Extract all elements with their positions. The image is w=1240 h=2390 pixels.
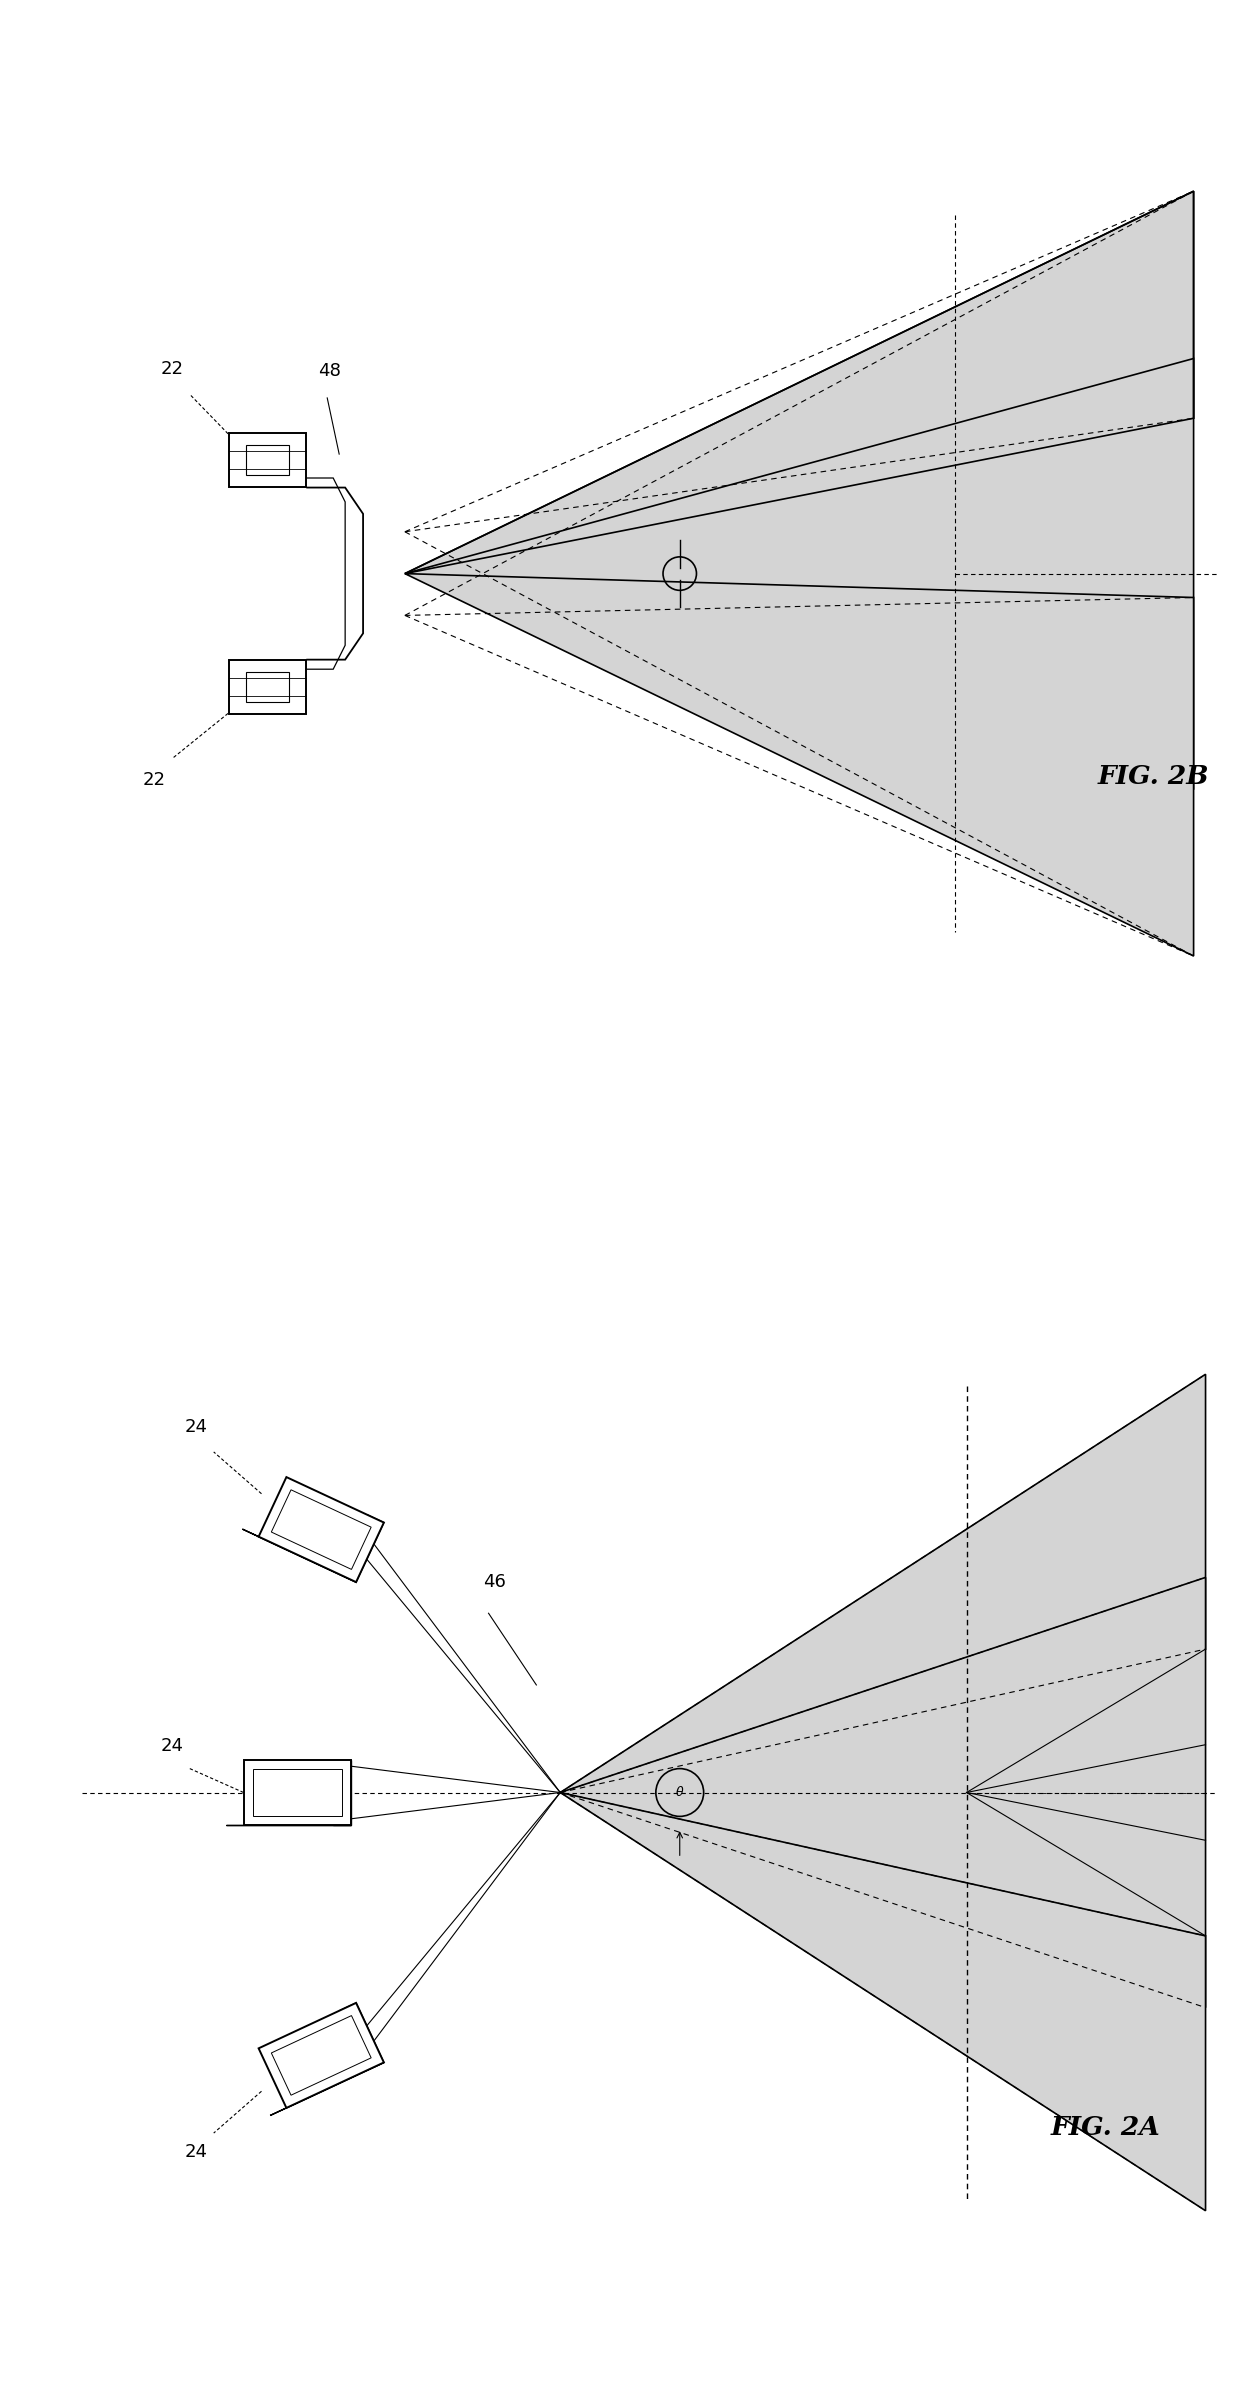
- Polygon shape: [340, 2003, 384, 2070]
- Polygon shape: [253, 1769, 341, 1816]
- Polygon shape: [270, 2063, 384, 2115]
- Polygon shape: [228, 433, 306, 488]
- Text: 48: 48: [319, 363, 341, 380]
- Polygon shape: [272, 1489, 371, 1570]
- Text: 22: 22: [160, 361, 184, 378]
- Text: $\theta$: $\theta$: [675, 1785, 684, 1800]
- Polygon shape: [243, 1759, 351, 1826]
- Text: 22: 22: [143, 772, 165, 789]
- Text: 24: 24: [160, 1738, 184, 1754]
- Text: 46: 46: [484, 1573, 506, 1592]
- Text: 24: 24: [185, 1417, 207, 1436]
- Polygon shape: [259, 1477, 384, 1582]
- Polygon shape: [560, 1577, 1205, 2008]
- Polygon shape: [272, 2015, 371, 2096]
- Polygon shape: [560, 1792, 1205, 2211]
- Text: FIG. 2A: FIG. 2A: [1050, 2115, 1159, 2139]
- Polygon shape: [560, 1374, 1205, 1792]
- Polygon shape: [340, 1515, 384, 1582]
- Polygon shape: [405, 574, 1194, 956]
- Text: FIG. 2B: FIG. 2B: [1097, 765, 1209, 789]
- Polygon shape: [246, 445, 289, 476]
- Polygon shape: [246, 672, 289, 703]
- Polygon shape: [259, 2003, 384, 2108]
- Polygon shape: [334, 1759, 351, 1826]
- Polygon shape: [405, 358, 1194, 789]
- Polygon shape: [242, 1530, 356, 1582]
- Text: 24: 24: [185, 2144, 207, 2161]
- Polygon shape: [405, 191, 1194, 574]
- Polygon shape: [228, 660, 306, 715]
